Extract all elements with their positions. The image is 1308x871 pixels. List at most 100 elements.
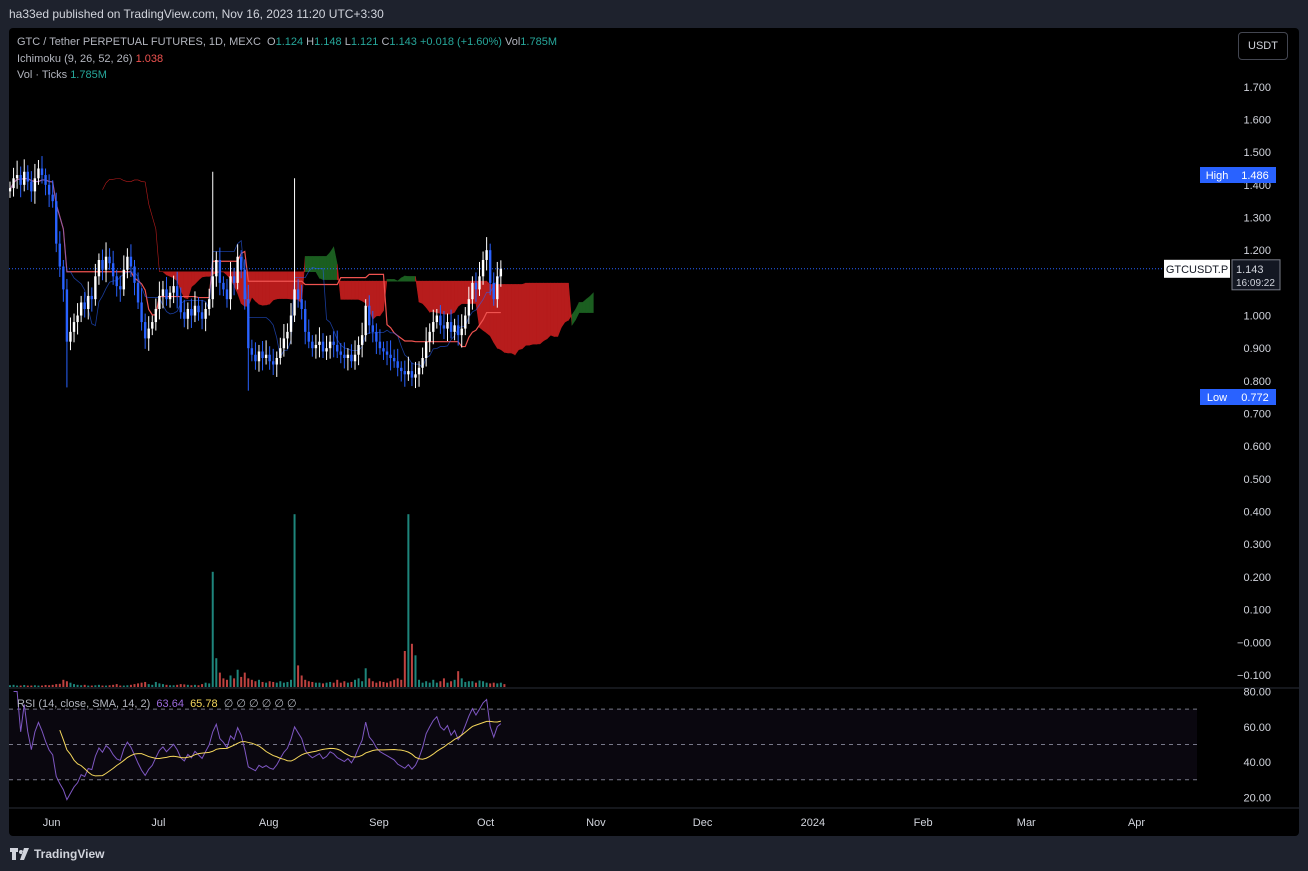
candle-body bbox=[200, 312, 204, 319]
volume-bar bbox=[282, 682, 285, 687]
cloud-segment bbox=[482, 280, 487, 334]
candle-body bbox=[19, 175, 22, 185]
volume-bar bbox=[346, 682, 349, 687]
candle-body bbox=[204, 308, 207, 319]
volume-bar bbox=[499, 682, 502, 687]
cloud-segment bbox=[582, 298, 587, 313]
rsi-tick-label: 40.00 bbox=[1243, 757, 1271, 769]
chart-area[interactable]: 1.8001.7001.6001.5001.4001.3001.2001.100… bbox=[9, 28, 1299, 836]
volume-bar bbox=[325, 682, 328, 687]
candle-body bbox=[456, 325, 460, 336]
chart-svg[interactable]: 1.8001.7001.6001.5001.4001.3001.2001.100… bbox=[9, 28, 1299, 836]
volume-bar bbox=[65, 681, 68, 687]
cloud-segment bbox=[180, 271, 185, 298]
cloud-segment bbox=[457, 280, 463, 307]
candle-body bbox=[424, 341, 428, 358]
rsi-extra-2: ∅ bbox=[236, 698, 246, 710]
currency-button[interactable]: USDT bbox=[1238, 32, 1288, 60]
volume-bar bbox=[94, 685, 97, 687]
cloud-segment bbox=[507, 284, 512, 354]
ichimoku-label: Ichimoku (9, 26, 52, 26) bbox=[17, 53, 133, 65]
candle-body bbox=[119, 286, 122, 290]
candle-body bbox=[239, 256, 243, 270]
cloud-segment bbox=[354, 280, 359, 300]
volume-bar bbox=[307, 681, 310, 687]
candles bbox=[9, 156, 503, 391]
cloud-segment bbox=[550, 282, 555, 337]
volume-bar bbox=[297, 665, 300, 687]
volume-bar bbox=[492, 682, 495, 687]
publish-bar: ha33ed published on TradingView.com, Nov… bbox=[0, 0, 1308, 28]
volume-bar bbox=[464, 681, 467, 687]
cloud-segment bbox=[347, 280, 352, 300]
cloud-segment bbox=[429, 280, 434, 313]
candle-body bbox=[190, 308, 193, 316]
rsi-tick-label: 60.00 bbox=[1243, 722, 1271, 734]
candle-body bbox=[421, 358, 424, 368]
ichimoku-value: 1.038 bbox=[135, 53, 164, 65]
candle-body bbox=[111, 263, 115, 277]
volume-bar bbox=[482, 681, 485, 687]
cloud-segment bbox=[532, 282, 537, 345]
candle-body bbox=[300, 299, 303, 309]
candle-body bbox=[446, 322, 449, 329]
volume-bar bbox=[90, 685, 93, 687]
candle-body bbox=[51, 194, 54, 202]
candle-body bbox=[417, 367, 421, 375]
countdown-value: 16:09:22 bbox=[1236, 278, 1275, 289]
candle-body bbox=[172, 286, 175, 293]
cloud-segment bbox=[379, 280, 384, 317]
cloud-segment bbox=[557, 282, 562, 337]
volume-bar bbox=[428, 682, 431, 687]
volume-bar bbox=[418, 679, 421, 687]
cloud-segment bbox=[564, 282, 569, 323]
last-price-tag: GTCUSDT.P 1.143 16:09:22 bbox=[1164, 259, 1281, 291]
time-tick-label: Nov bbox=[586, 817, 606, 829]
volume-bar bbox=[336, 679, 339, 687]
candle-body bbox=[407, 371, 410, 375]
cloud-segment bbox=[361, 280, 366, 304]
candle-body bbox=[197, 305, 200, 313]
cloud-segment bbox=[546, 282, 551, 340]
candle-body bbox=[232, 276, 236, 283]
price-tick-label: 1.200 bbox=[1243, 245, 1271, 257]
price-tick-label: 0.400 bbox=[1243, 507, 1271, 519]
time-tick-label: Mar bbox=[1017, 817, 1036, 829]
cloud-segment bbox=[194, 271, 199, 285]
cloud-segment bbox=[436, 280, 441, 314]
candle-body bbox=[453, 325, 456, 332]
candle-body bbox=[133, 266, 136, 283]
ticks-legend: Vol · Ticks 1.785M bbox=[17, 69, 107, 81]
candle-body bbox=[186, 308, 190, 319]
volume-bar bbox=[73, 684, 76, 687]
candle-body bbox=[286, 331, 289, 339]
volume-bar bbox=[322, 683, 325, 687]
cloud-segment bbox=[529, 282, 534, 346]
candle-body bbox=[492, 282, 495, 300]
volume-bar bbox=[254, 681, 257, 687]
cloud-segment bbox=[201, 271, 206, 278]
cloud-segment bbox=[120, 178, 124, 181]
cloud-segment bbox=[183, 271, 189, 300]
tradingview-logo[interactable]: TradingView bbox=[10, 847, 104, 861]
volume-bar bbox=[115, 684, 118, 687]
high-tag-label: High bbox=[1206, 170, 1229, 182]
rsi-value: 63.64 bbox=[156, 698, 184, 710]
ichimoku-cloud bbox=[102, 178, 594, 356]
cloud-segment bbox=[511, 284, 516, 356]
low-value: 1.121 bbox=[350, 36, 379, 48]
candle-body bbox=[467, 299, 471, 316]
volume-bar bbox=[222, 678, 225, 687]
candle-body bbox=[62, 266, 65, 290]
volume-label: Vol bbox=[505, 36, 521, 48]
candle-body bbox=[12, 178, 15, 189]
volume-bar bbox=[250, 679, 253, 687]
high-tag-value: 1.486 bbox=[1241, 170, 1269, 182]
candle-body bbox=[318, 341, 321, 345]
candle-body bbox=[87, 295, 90, 309]
candle-body bbox=[364, 305, 367, 336]
volume-bar bbox=[55, 684, 58, 687]
cloud-segment bbox=[518, 284, 523, 351]
cloud-segment bbox=[365, 280, 370, 311]
candle-body bbox=[307, 331, 310, 342]
